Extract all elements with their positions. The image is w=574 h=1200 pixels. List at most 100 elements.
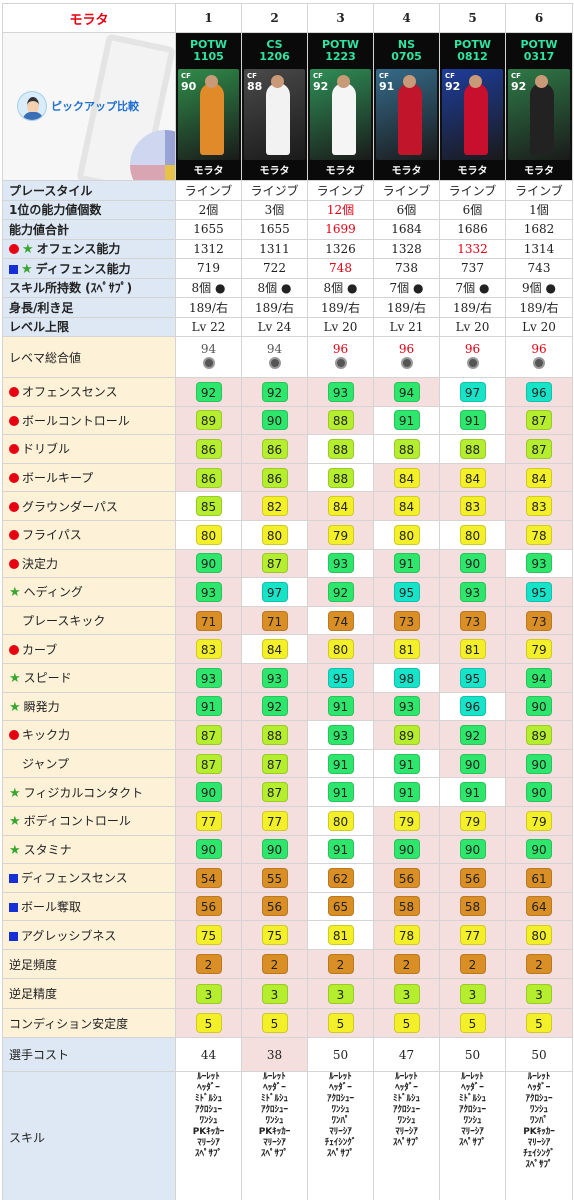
- stat-badge: 90: [261, 839, 288, 860]
- stat-row: グラウンダーパス 85 82 84 84 83 83: [2, 491, 573, 521]
- stat-badge: 87: [526, 438, 552, 459]
- info-label: 1位の能力値個数: [2, 199, 176, 220]
- info-row: ★ オフェンス能力 1312 1311 1326 1328 1332 1314: [2, 238, 573, 259]
- stat-label: ドリブル: [2, 434, 176, 464]
- foot-badge: 5: [393, 1013, 420, 1034]
- stat-cell: 84: [307, 491, 374, 521]
- stat-cell: 79: [505, 805, 573, 836]
- skill-item: ﾁｪｲｼﾝｸﾞ: [523, 1149, 555, 1160]
- pickup-panel: ピックアップ比較: [2, 32, 176, 181]
- foot-cell: 2: [241, 948, 308, 980]
- skill-item: ｽﾍﾟｻﾌﾟ: [326, 1149, 354, 1160]
- player-card[interactable]: POTW 1105 CF 90 モラタ: [175, 32, 242, 181]
- stat-cell: 79: [373, 805, 440, 836]
- stat-badge: 91: [327, 839, 354, 860]
- info-value: 743: [505, 258, 573, 279]
- stat-cell: 86: [175, 462, 242, 493]
- stat-badge: 88: [327, 410, 354, 431]
- info-row: レベル上限 Lv 22 Lv 24 Lv 20 Lv 21 Lv 20 Lv 20: [2, 316, 573, 337]
- stat-cell: 88: [373, 434, 440, 464]
- player-card[interactable]: POTW 1223 CF 92 モラタ: [307, 32, 374, 181]
- foot-badge: 3: [327, 983, 354, 1004]
- revema-cell: 96: [307, 336, 374, 378]
- stat-label-text: ジャンプ: [22, 757, 70, 772]
- player-figure: [266, 82, 290, 155]
- foot-cell: 5: [175, 1007, 242, 1039]
- stat-cell: 55: [241, 863, 308, 893]
- ball-icon: [202, 357, 215, 369]
- star-icon: ★: [9, 585, 21, 601]
- stat-cell: 91: [373, 748, 440, 779]
- stat-label-text: カーブ: [22, 642, 58, 657]
- player-image: CF 92: [508, 68, 570, 160]
- card-overall: 90: [181, 79, 197, 93]
- info-value: Lv 21: [373, 316, 440, 337]
- stat-badge: 62: [327, 867, 354, 888]
- stat-cell: 93: [373, 691, 440, 722]
- stat-label-text: ボディコントロール: [23, 814, 131, 829]
- info-value: ラインブ: [505, 180, 573, 201]
- player-head: [469, 74, 482, 88]
- skills-label: スキル: [2, 1071, 176, 1200]
- stat-badge: 86: [261, 467, 288, 488]
- stat-row: ジャンプ 87 87 91 91 90 90: [2, 748, 573, 779]
- stat-cell: 90: [241, 834, 308, 865]
- foot-badge: 2: [195, 954, 222, 975]
- foot-badge: 3: [526, 983, 552, 1004]
- info-value: 1326: [307, 238, 374, 259]
- info-label-text: プレースタイル: [9, 183, 93, 198]
- foot-cell: 2: [175, 948, 242, 980]
- foot-cell: 5: [307, 1007, 374, 1039]
- info-value: 1個: [505, 199, 573, 220]
- player-card[interactable]: NS 0705 CF 91 モラタ: [373, 32, 440, 181]
- avatar-icon: [17, 91, 47, 121]
- foot-row: 逆足精度 3 3 3 3 3 3: [2, 978, 573, 1009]
- skill-item: ﾍｯﾀﾞｰ: [527, 1083, 551, 1094]
- card-position: CF: [313, 71, 323, 80]
- stat-badge: 84: [459, 467, 486, 488]
- column-number: 3: [307, 3, 374, 33]
- player-card[interactable]: POTW 0812 CF 92 モラタ: [439, 32, 506, 181]
- player-card[interactable]: POTW 0317 CF 92 モラタ: [505, 32, 573, 181]
- stat-badge: 90: [526, 839, 552, 860]
- stat-cell: 65: [307, 891, 374, 922]
- stat-cell: 92: [307, 577, 374, 607]
- info-label-text: オフェンス能力: [36, 242, 121, 257]
- info-value: 189/右: [373, 297, 440, 318]
- foot-badge: 3: [195, 983, 222, 1004]
- revema-label: レベマ総合値: [2, 336, 176, 378]
- stat-badge: 89: [195, 410, 222, 431]
- stat-label: ジャンプ: [2, 748, 176, 779]
- card-overall: 92: [511, 79, 527, 93]
- stat-badge: 86: [195, 438, 222, 459]
- foot-badge: 3: [459, 983, 486, 1004]
- stat-label-text: オフェンスセンス: [22, 385, 118, 400]
- stat-label-text: ドリブル: [22, 442, 71, 457]
- stat-row: ドリブル 86 86 88 88 88 87: [2, 434, 573, 464]
- stat-cell: 71: [241, 605, 308, 636]
- offense-dot-icon: [9, 644, 19, 655]
- cost-row: 選手コスト 44 38 50 47 50 50: [2, 1037, 573, 1073]
- skill-item: ﾜﾝﾊﾟ: [331, 1116, 350, 1127]
- skill-item: ｱｸﾛｼｭｰ: [260, 1105, 288, 1116]
- skills-cell: ﾙｰﾚｯﾄ ﾍｯﾀﾞｰ ﾐﾄﾞﾙｼｭ ｱｸﾛｼｭｰ ﾜﾝｼｭ PKｷｯｶｰ ﾏﾘｰｼｱ ｽﾍﾟ…: [241, 1071, 308, 1200]
- info-value: 1655: [241, 219, 308, 240]
- info-label: スキル所持数 (ｽﾍﾟｻﾌﾟ): [2, 277, 176, 298]
- stat-row: ★ フィジカルコンタクト 90 87 91 91 91 90: [2, 777, 573, 807]
- card-title: POTW 1223: [308, 33, 373, 69]
- stat-cell: 90: [175, 548, 242, 579]
- stat-label-text: スタミナ: [23, 842, 72, 857]
- stat-badge: 89: [393, 724, 420, 745]
- info-row: 1位の能力値個数 2個 3個 12個 6個 6個 1個: [2, 199, 573, 220]
- stat-badge: 97: [459, 381, 486, 402]
- stat-badge: 94: [393, 381, 420, 402]
- pickup-compare-link[interactable]: ピックアップ比較: [17, 91, 139, 121]
- foot-badge: 5: [195, 1013, 222, 1034]
- stat-cell: 56: [241, 891, 308, 922]
- stat-badge: 91: [459, 782, 486, 803]
- player-card[interactable]: CS 1206 CF 88 モラタ: [241, 32, 308, 181]
- card-overall: 88: [247, 79, 263, 93]
- ball-icon: [533, 357, 545, 369]
- cost-value: 50: [307, 1037, 374, 1073]
- stat-badge: 96: [459, 696, 486, 717]
